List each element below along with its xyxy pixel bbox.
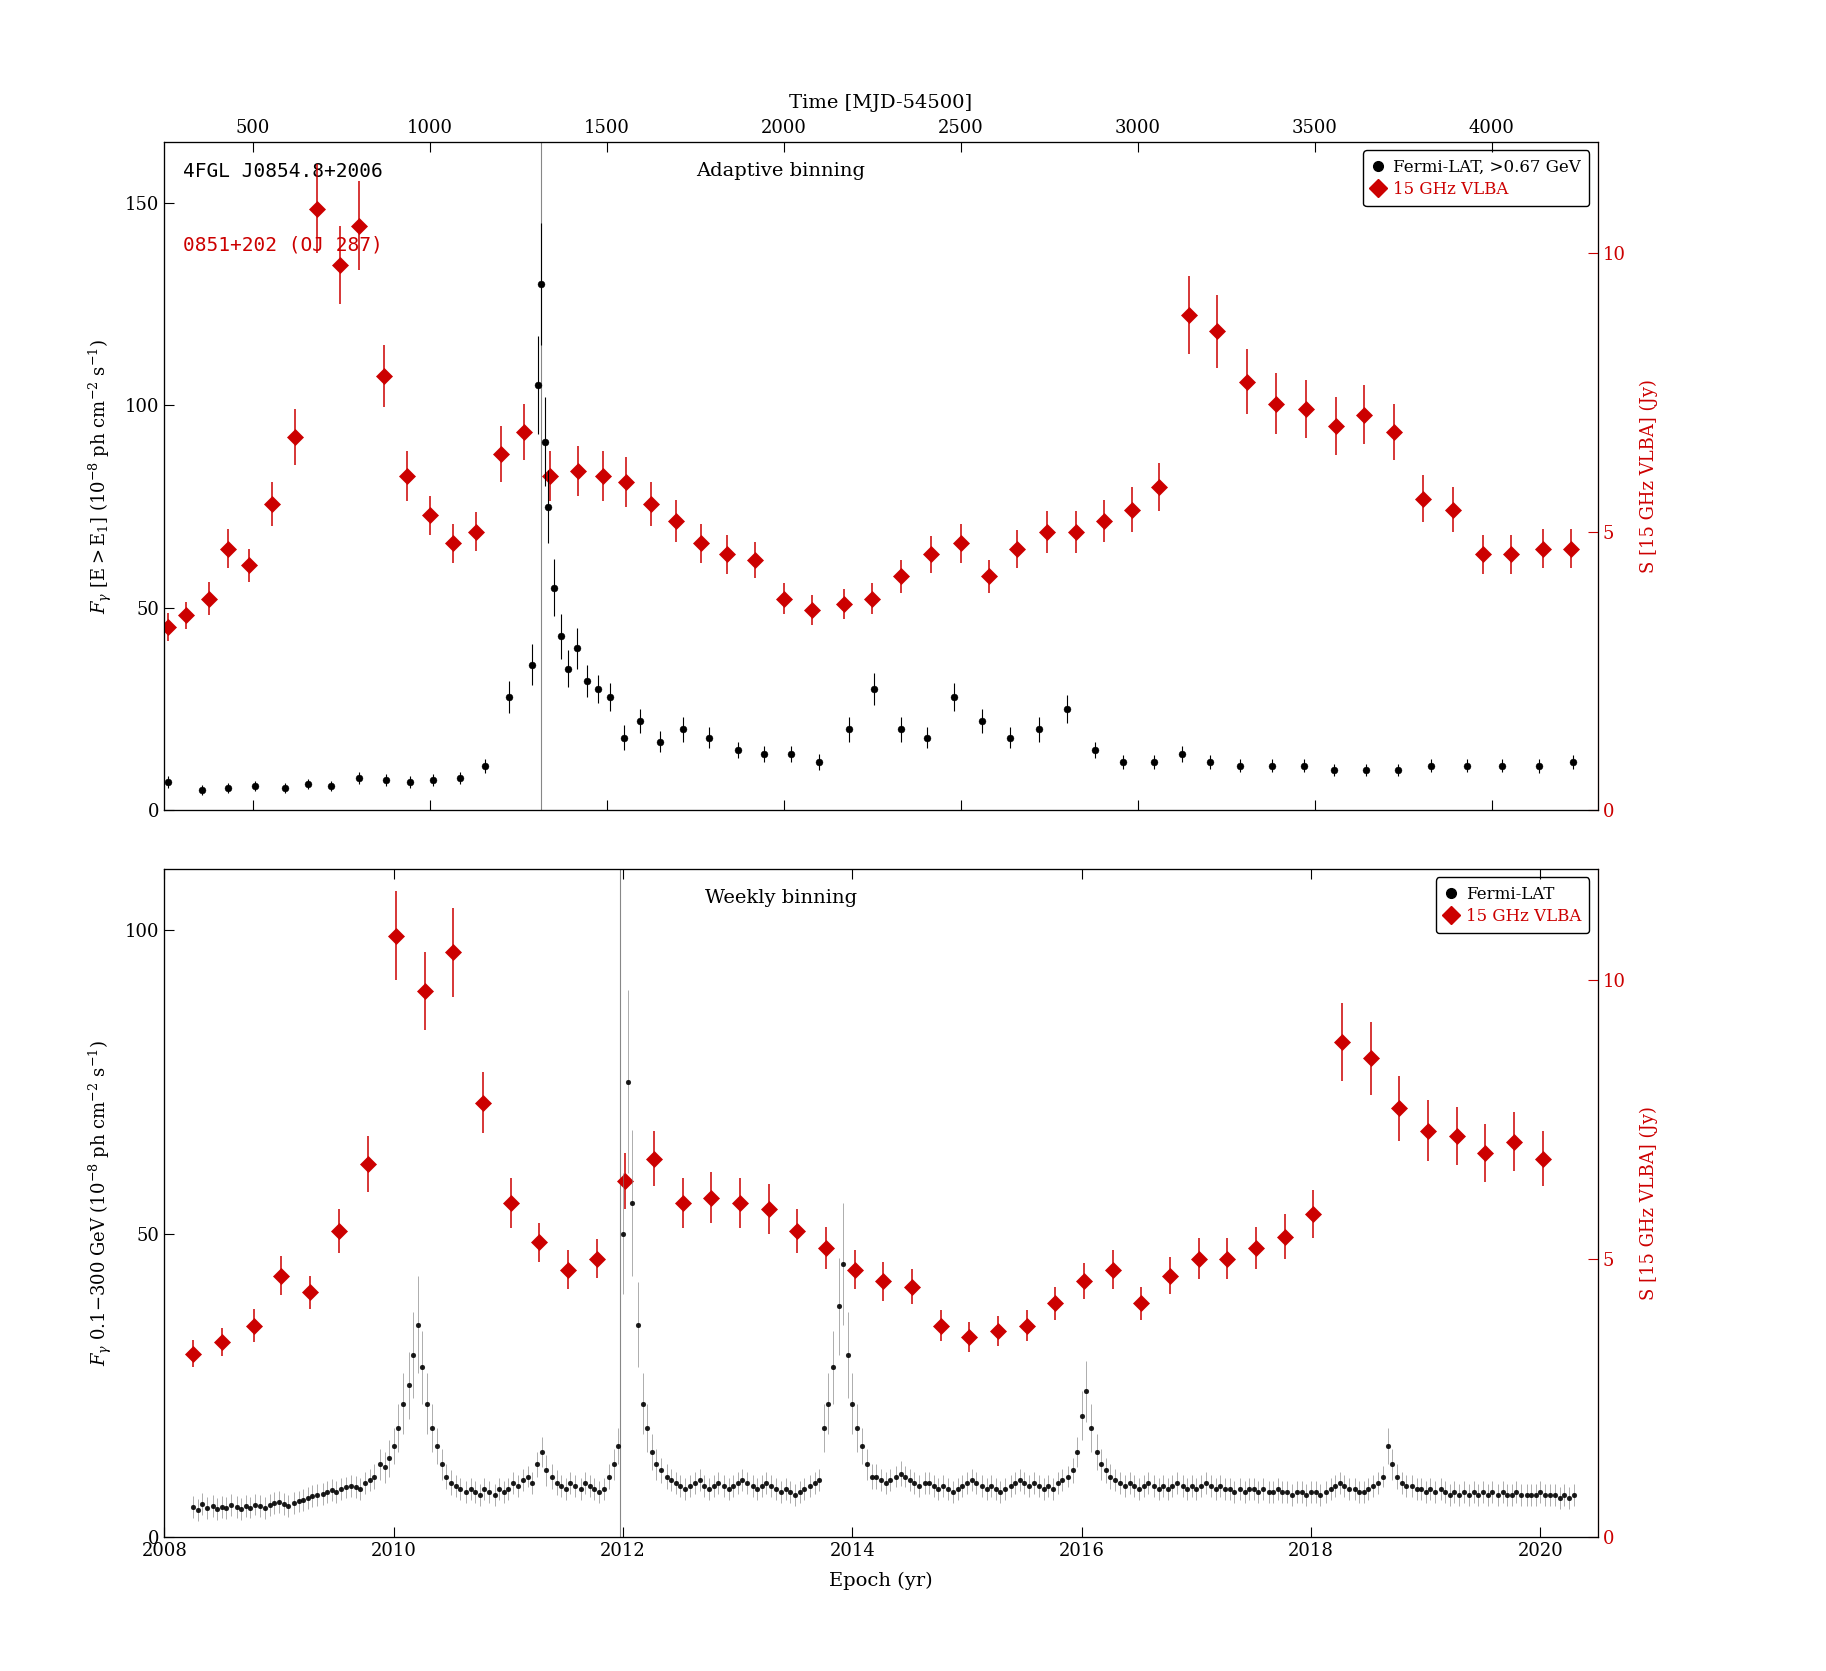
X-axis label: Time [MJD-54500]: Time [MJD-54500] bbox=[789, 94, 973, 112]
Y-axis label: $F_{\gamma}\ 0.1\mathrm{-}300\ \mathrm{GeV}\ (10^{-8}\ \mathrm{ph\ cm^{-2}\ s^{-: $F_{\gamma}\ 0.1\mathrm{-}300\ \mathrm{G… bbox=[86, 1041, 113, 1365]
Legend: Fermi-LAT, 15 GHz VLBA: Fermi-LAT, 15 GHz VLBA bbox=[1435, 877, 1589, 932]
Text: Weekly binning: Weekly binning bbox=[705, 889, 856, 907]
X-axis label: Epoch (yr): Epoch (yr) bbox=[829, 1571, 933, 1589]
Text: 4FGL J0854.8+2006: 4FGL J0854.8+2006 bbox=[183, 162, 383, 180]
Y-axis label: S [15 GHz VLBA] (Jy): S [15 GHz VLBA] (Jy) bbox=[1640, 379, 1658, 573]
Text: 0851+202 (OJ 287): 0851+202 (OJ 287) bbox=[183, 236, 383, 254]
Text: Adaptive binning: Adaptive binning bbox=[696, 162, 866, 180]
Y-axis label: $F_{\gamma}\ [\mathrm{E>E_1}]\ (10^{-8}\ \mathrm{ph\ cm^{-2}\ s^{-1}})$: $F_{\gamma}\ [\mathrm{E>E_1}]\ (10^{-8}\… bbox=[86, 339, 113, 613]
Y-axis label: S [15 GHz VLBA] (Jy): S [15 GHz VLBA] (Jy) bbox=[1640, 1106, 1658, 1300]
Legend: Fermi-LAT, >0.67 GeV, 15 GHz VLBA: Fermi-LAT, >0.67 GeV, 15 GHz VLBA bbox=[1364, 150, 1589, 206]
